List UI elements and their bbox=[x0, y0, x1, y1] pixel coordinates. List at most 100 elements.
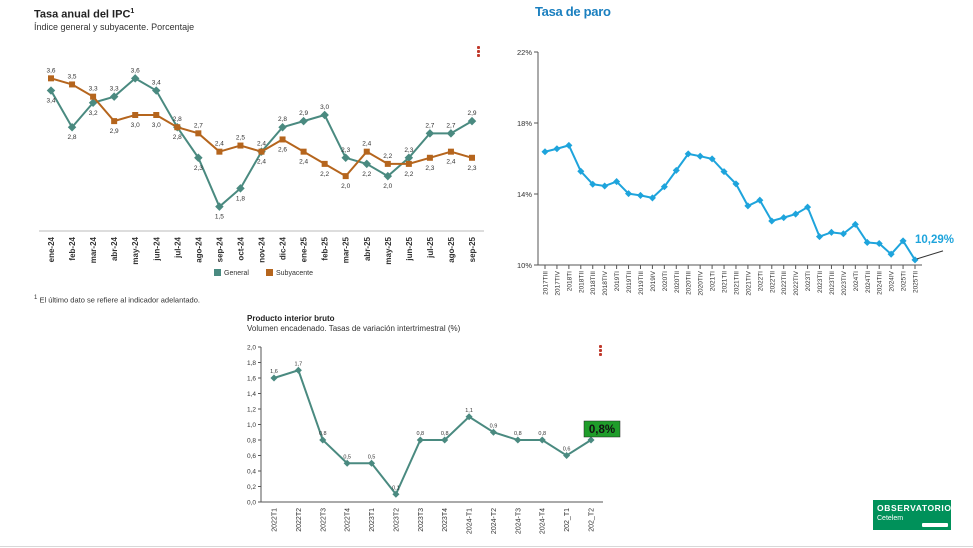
data-label: 2,4 bbox=[215, 141, 224, 148]
data-point-subyacente bbox=[195, 130, 202, 137]
data-label: 3,0 bbox=[131, 122, 140, 129]
menu-dots-icon[interactable] bbox=[477, 46, 480, 58]
data-point-pib bbox=[270, 374, 278, 382]
data-label: 2,0 bbox=[383, 183, 392, 190]
last-value-annotation: 10,29% bbox=[915, 234, 954, 246]
x-tick-label: 2019IV bbox=[650, 270, 657, 291]
data-point-pib bbox=[538, 436, 546, 444]
pib-chart: 0,0 0,2 0,4 0,6 0,8 1,0 1,2 1,4 1,6 1,8 2,0 2022T1 2… bbox=[247, 345, 621, 534]
data-label: 2,2 bbox=[404, 171, 413, 178]
data-label: 2,8 bbox=[278, 116, 287, 123]
x-tick-label: jul-25 bbox=[426, 236, 435, 258]
data-point-pib bbox=[343, 459, 351, 467]
x-tick-label: 2024TI bbox=[853, 271, 860, 291]
data-point-subyacente bbox=[342, 173, 349, 180]
x-tick-label: dic-24 bbox=[279, 236, 288, 260]
data-label: 2,9 bbox=[467, 110, 476, 117]
x-tick-label: 2022TII bbox=[769, 271, 776, 293]
y-tick-label: 1,0 bbox=[247, 422, 256, 429]
x-tick-label: ago-24 bbox=[194, 236, 203, 262]
data-label: 3,3 bbox=[110, 86, 119, 93]
data-point-general bbox=[46, 86, 56, 95]
pib-title: Producto interior bruto bbox=[247, 314, 335, 323]
x-tick-label: 2017TIII bbox=[543, 271, 550, 295]
data-point-subyacente bbox=[132, 112, 139, 118]
ipc-chart: ene-24 feb-24 mar-24 abr-24 may-24 jun-24 jul-… bbox=[39, 67, 484, 277]
x-tick-label: feb-25 bbox=[321, 236, 330, 260]
data-point-subyacente bbox=[279, 136, 286, 143]
data-label: 2,2 bbox=[320, 171, 329, 178]
ipc-footnote: 1 El último dato se refiere al indicador… bbox=[34, 295, 200, 305]
data-label: 2,3 bbox=[467, 165, 476, 172]
data-label: 1,7 bbox=[295, 361, 303, 367]
x-tick-label: 2022T3 bbox=[320, 508, 327, 532]
x-tick-label: 2021TI bbox=[710, 271, 717, 291]
data-point-general bbox=[278, 122, 287, 132]
x-tick-label: 2024TIII bbox=[877, 271, 884, 295]
x-tick-label: 2022TIII bbox=[781, 271, 788, 295]
data-point-paro bbox=[601, 182, 609, 190]
data-label: 0,5 bbox=[368, 454, 376, 460]
x-tick-label: 2020TIII bbox=[686, 271, 693, 295]
x-tick-label: ene-25 bbox=[300, 236, 309, 262]
data-point-subyacente bbox=[447, 148, 454, 155]
x-tick-label: 2019TII bbox=[626, 271, 633, 293]
x-tick-label: 202_T2 bbox=[589, 508, 596, 532]
data-point-subyacente bbox=[469, 154, 475, 161]
data-point-paro bbox=[625, 190, 633, 198]
x-tick-label: 2022T4 bbox=[345, 508, 352, 532]
data-label: 2,4 bbox=[257, 159, 266, 166]
data-point-subyacente bbox=[321, 160, 328, 167]
data-point-subyacente bbox=[258, 148, 265, 155]
data-point-general bbox=[404, 153, 414, 163]
y-tick-label: 1,8 bbox=[247, 360, 256, 367]
data-label: 2,7 bbox=[446, 122, 455, 129]
data-point-subyacente bbox=[69, 81, 76, 88]
data-point-paro bbox=[648, 194, 656, 202]
legend-label-general: General bbox=[224, 270, 249, 277]
data-point-paro bbox=[613, 178, 621, 186]
data-label: 3,4 bbox=[152, 80, 161, 87]
x-tick-label: 2025TI bbox=[901, 271, 908, 291]
data-point-paro bbox=[577, 167, 585, 175]
data-point-pib bbox=[294, 366, 302, 374]
logo-badge-icon bbox=[922, 523, 948, 527]
y-tick-label: 10% bbox=[517, 261, 532, 270]
x-tick-label: 2021TIII bbox=[733, 271, 740, 295]
data-label: 0,9 bbox=[490, 423, 498, 429]
data-label: 2,6 bbox=[278, 146, 287, 153]
data-label: 1,8 bbox=[236, 195, 245, 202]
x-tick-label: 2024-T4 bbox=[540, 508, 547, 534]
last-value-annotation: 0,8% bbox=[589, 424, 615, 436]
data-point-general bbox=[446, 129, 456, 138]
ipc-subtitle: Índice general y subyacente. Porcentaje bbox=[34, 22, 195, 32]
data-point-paro bbox=[553, 145, 561, 153]
data-point-pib bbox=[489, 428, 497, 436]
data-label: 1,5 bbox=[215, 214, 224, 221]
menu-dots-icon[interactable] bbox=[599, 345, 602, 357]
data-point-general bbox=[67, 122, 77, 132]
x-tick-label: 2024-T2 bbox=[491, 508, 498, 534]
x-tick-label: 2022TI bbox=[757, 271, 764, 291]
y-tick-label: 0,0 bbox=[247, 500, 256, 507]
data-label: 0,8 bbox=[416, 431, 424, 437]
data-point-paro bbox=[541, 148, 549, 156]
data-label: 2,9 bbox=[110, 128, 119, 135]
x-tick-label: feb-24 bbox=[68, 236, 77, 260]
data-label: 1,1 bbox=[465, 408, 473, 414]
x-tick-label: 2022T1 bbox=[272, 508, 279, 532]
x-tick-label: oct-24 bbox=[236, 236, 245, 260]
x-tick-label: 2020TII bbox=[674, 271, 681, 293]
x-tick-label: 2018TIV bbox=[602, 270, 609, 295]
x-tick-label: mar-25 bbox=[342, 236, 351, 263]
data-point-subyacente bbox=[300, 148, 307, 155]
data-label: 2,4 bbox=[362, 141, 371, 148]
x-tick-label: jun-25 bbox=[405, 236, 414, 261]
data-label: 1,6 bbox=[270, 369, 278, 375]
x-tick-label: 2023T4 bbox=[442, 508, 449, 532]
data-label: 2,8 bbox=[173, 116, 182, 123]
data-point-subyacente bbox=[90, 93, 97, 100]
x-tick-label: 2025TII bbox=[913, 271, 920, 293]
data-point-pib bbox=[465, 413, 473, 421]
y-tick-label: 0,4 bbox=[247, 469, 256, 476]
